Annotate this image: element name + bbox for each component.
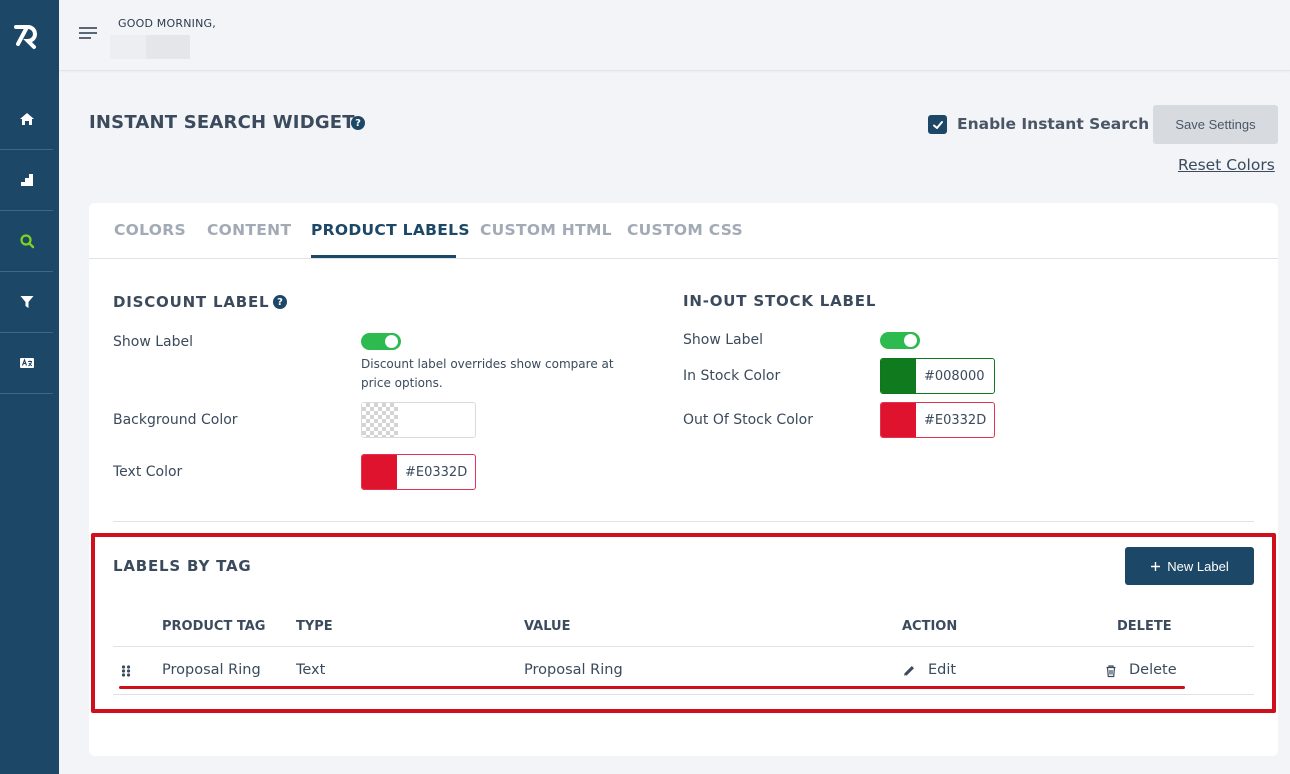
text-color-label: Text Color [113, 464, 183, 480]
enable-instant-search-checkbox[interactable] [928, 115, 947, 134]
translate-icon [19, 358, 34, 368]
text-color-picker[interactable]: #E0332D [361, 454, 476, 490]
trash-icon[interactable] [1104, 664, 1118, 678]
column-type: TYPE [296, 619, 333, 634]
reset-colors-link[interactable]: Reset Colors [1178, 156, 1275, 174]
row-product-tag: Proposal Ring [162, 662, 261, 678]
in-stock-color-value[interactable]: #008000 [924, 368, 985, 384]
text-color-swatch [362, 455, 397, 489]
plus-icon [1151, 561, 1161, 571]
sidebar-item-translations[interactable] [0, 333, 53, 394]
section-divider [113, 521, 1254, 522]
sidebar-item-analytics[interactable] [0, 150, 53, 211]
sidebar-item-search[interactable] [0, 211, 53, 272]
discount-help-icon[interactable]: ? [273, 295, 287, 309]
sidebar-item-home[interactable] [0, 89, 53, 150]
top-bar: GOOD MORNING, [59, 0, 1290, 71]
row-delete-link[interactable]: Delete [1129, 662, 1177, 678]
user-name-redacted [110, 35, 190, 59]
in-stock-color-picker[interactable]: #008000 [880, 358, 995, 394]
app-logo-icon [14, 25, 37, 49]
highlight-annotation-box [91, 533, 1276, 713]
row-value: Proposal Ring [524, 662, 623, 678]
discount-show-label: Show Label [113, 334, 193, 350]
discount-show-toggle[interactable] [361, 333, 401, 350]
checkmark-icon [932, 120, 943, 129]
out-stock-color-value[interactable]: #E0332D [924, 412, 987, 428]
edit-pencil-icon[interactable] [902, 664, 916, 678]
drag-handle-icon[interactable] [121, 665, 131, 677]
home-icon [19, 113, 34, 125]
tab-custom-html[interactable]: CUSTOM HTML [480, 221, 612, 239]
background-color-label: Background Color [113, 412, 238, 428]
tab-product-labels[interactable]: PRODUCT LABELS [311, 221, 470, 239]
tab-content[interactable]: CONTENT [207, 221, 292, 239]
tab-colors[interactable]: COLORS [114, 221, 186, 239]
table-header-divider [113, 646, 1254, 647]
save-settings-button[interactable]: Save Settings [1153, 105, 1278, 144]
column-value: VALUE [524, 619, 571, 634]
enable-instant-search-label[interactable]: Enable Instant Search [957, 115, 1150, 133]
row-type: Text [296, 662, 326, 678]
in-stock-color-swatch [881, 359, 916, 393]
tab-custom-css[interactable]: CUSTOM CSS [627, 221, 743, 239]
labels-by-tag-title: LABELS BY TAG [113, 557, 252, 575]
column-action: ACTION [902, 619, 958, 634]
out-stock-color-swatch [881, 403, 916, 437]
new-label-button[interactable]: New Label [1125, 547, 1254, 585]
active-tab-indicator [311, 255, 456, 258]
stock-label-title: IN-OUT STOCK LABEL [683, 292, 877, 310]
new-label-text: New Label [1167, 558, 1229, 574]
background-color-picker[interactable] [361, 402, 476, 438]
discount-note: Discount label overrides show compare at… [361, 357, 614, 390]
greeting-text: GOOD MORNING, [118, 17, 216, 30]
sidebar-item-filters[interactable] [0, 272, 53, 333]
table-row-divider [113, 694, 1254, 695]
menu-icon[interactable] [79, 25, 99, 41]
column-product-tag: PRODUCT TAG [162, 619, 266, 634]
filter-icon [20, 296, 33, 308]
page-title: INSTANT SEARCH WIDGET [89, 112, 355, 133]
chart-icon [20, 174, 33, 186]
highlight-annotation-underline [119, 686, 1185, 689]
sidebar [0, 0, 59, 774]
in-stock-color-label: In Stock Color [683, 368, 781, 384]
discount-label-title: DISCOUNT LABEL [113, 293, 270, 311]
tab-bar: COLORS CONTENT PRODUCT LABELS CUSTOM HTM… [89, 203, 1278, 259]
transparent-swatch [362, 403, 398, 437]
search-icon [19, 234, 34, 249]
stock-show-toggle[interactable] [880, 332, 920, 349]
row-edit-link[interactable]: Edit [928, 662, 957, 678]
stock-show-label: Show Label [683, 332, 763, 348]
text-color-value[interactable]: #E0332D [405, 464, 468, 480]
help-icon[interactable]: ? [351, 116, 365, 130]
out-stock-color-picker[interactable]: #E0332D [880, 402, 995, 438]
settings-card: COLORS CONTENT PRODUCT LABELS CUSTOM HTM… [89, 203, 1278, 756]
out-stock-color-label: Out Of Stock Color [683, 412, 813, 428]
column-delete: DELETE [1117, 619, 1172, 634]
